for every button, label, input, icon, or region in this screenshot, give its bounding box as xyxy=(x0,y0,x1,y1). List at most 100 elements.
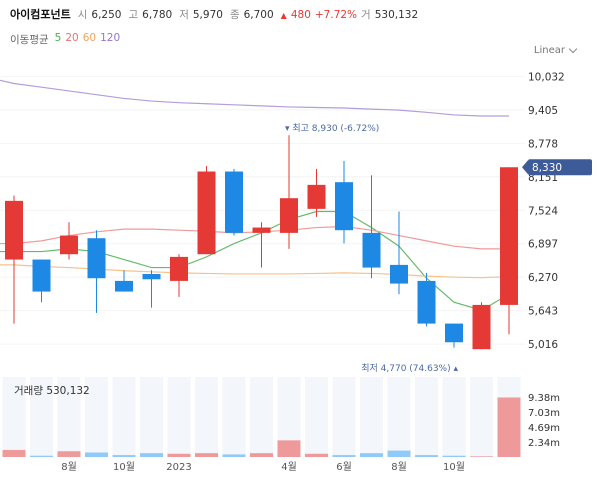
candle xyxy=(417,272,436,327)
ma20-legend: 20 xyxy=(65,32,79,44)
price-tick-label: 6,897 xyxy=(528,239,558,251)
candle xyxy=(252,222,271,268)
change-value: 480 xyxy=(290,9,311,21)
price-tick-label: 10,032 xyxy=(528,71,565,83)
change-up-icon: ▲ xyxy=(280,11,287,20)
close-label: 종 xyxy=(229,9,240,21)
volume-bg-column xyxy=(415,377,438,457)
candle-body xyxy=(307,184,326,209)
open-label: 시 xyxy=(77,9,88,21)
volume-bar xyxy=(305,453,328,457)
volume-bg-column xyxy=(140,377,163,457)
volume-bg-column xyxy=(250,377,273,457)
candle-body xyxy=(445,323,463,343)
candle xyxy=(390,211,408,295)
candle xyxy=(445,323,463,348)
volume-bar xyxy=(57,451,81,457)
x-tick-label: 8월 xyxy=(391,461,407,473)
candle-body xyxy=(335,182,353,231)
moving-average-legend[interactable]: 이동평균 5 20 60 120 xyxy=(10,32,120,47)
price-tick-label: 5,016 xyxy=(528,339,558,351)
candle-body xyxy=(87,238,106,279)
candle-body xyxy=(60,235,78,255)
close-value: 6,700 xyxy=(243,9,274,21)
candle xyxy=(225,168,243,236)
volume-bar xyxy=(470,456,493,457)
scale-label: Linear xyxy=(533,45,565,56)
volume-bg-column xyxy=(387,377,411,457)
candle-body xyxy=(472,304,491,350)
volume-bg-column xyxy=(30,377,53,457)
candle-body xyxy=(390,264,408,284)
candle xyxy=(197,166,216,255)
low-label: 저 xyxy=(179,9,189,21)
volume-bar xyxy=(250,453,273,457)
candle xyxy=(500,167,518,335)
volume-bar xyxy=(415,455,438,457)
stock-header: 아이컴포넌트 시 6,250 고 6,780 저 5,970 종 6,700 ▲… xyxy=(10,6,421,26)
candle xyxy=(472,302,491,350)
low-value: 5,970 xyxy=(192,9,223,21)
volume-bg-column xyxy=(332,377,356,457)
price-tick-label: 7,524 xyxy=(528,205,558,217)
volume-bg-column xyxy=(305,377,328,457)
current-price-pointer xyxy=(522,160,528,175)
candle xyxy=(280,135,298,249)
candle xyxy=(5,195,23,324)
volume-title: 거래량 530,132 xyxy=(14,385,90,397)
x-tick-label: 10월 xyxy=(113,461,135,473)
candle-body xyxy=(170,256,188,281)
volume-bg-column xyxy=(277,377,301,457)
volume-tick-label: 7.03m xyxy=(528,408,560,419)
candle xyxy=(307,168,326,217)
candle-body xyxy=(252,227,271,233)
volume-bar xyxy=(195,453,218,457)
candle xyxy=(115,270,133,292)
volume-bar xyxy=(140,453,163,457)
min-price-annotation: 최저 4,770 (74.63%) ▴ xyxy=(361,363,458,374)
volume-tick-label: 9.38m xyxy=(528,393,560,404)
ma-legend-label: 이동평균 xyxy=(10,34,49,46)
high-label: 고 xyxy=(128,9,139,21)
volume-bar xyxy=(112,455,136,457)
candle-body xyxy=(5,200,23,260)
x-tick-label: 4월 xyxy=(281,461,297,473)
max-price-annotation: ▾ 최고 8,930 (-6.72%) xyxy=(285,123,379,134)
candle-body xyxy=(417,280,436,324)
candle-body xyxy=(225,171,243,233)
volume-tick-label: 2.34m xyxy=(528,438,560,449)
volume-bar xyxy=(277,440,301,457)
volume-bar xyxy=(497,397,521,457)
scale-dropdown[interactable]: Linear xyxy=(533,44,578,56)
volume-bg-column xyxy=(195,377,218,457)
volume-tick-label: 4.69m xyxy=(528,423,560,434)
ma20-line xyxy=(0,225,509,250)
ma60-legend: 60 xyxy=(82,32,97,44)
volume-value: 530,132 xyxy=(374,9,419,21)
x-tick-label: 2023 xyxy=(166,462,191,473)
volume-bar xyxy=(387,450,411,457)
volume-bg-column xyxy=(167,377,191,457)
ma60-line xyxy=(0,264,510,279)
volume-bg-column xyxy=(112,377,136,457)
candle-body xyxy=(32,259,51,292)
candle-body xyxy=(197,171,216,255)
ma120-line xyxy=(0,79,509,117)
candle-body xyxy=(500,167,518,305)
ma5-legend: 5 xyxy=(54,32,62,44)
candle xyxy=(335,160,353,244)
volume-bg-column xyxy=(442,377,466,457)
price-tick-label: 8,778 xyxy=(528,138,558,150)
price-tick-label: 6,270 xyxy=(528,272,558,284)
volume-bg-column xyxy=(2,377,26,457)
candle-body xyxy=(142,273,161,280)
candle xyxy=(170,254,188,297)
price-tick-label: 9,405 xyxy=(528,105,558,117)
open-value: 6,250 xyxy=(91,9,122,21)
change-percent: +7.72% xyxy=(314,9,358,21)
candle xyxy=(362,175,381,279)
candle-body xyxy=(280,198,298,233)
candle xyxy=(32,259,51,303)
candle-body xyxy=(362,232,381,268)
